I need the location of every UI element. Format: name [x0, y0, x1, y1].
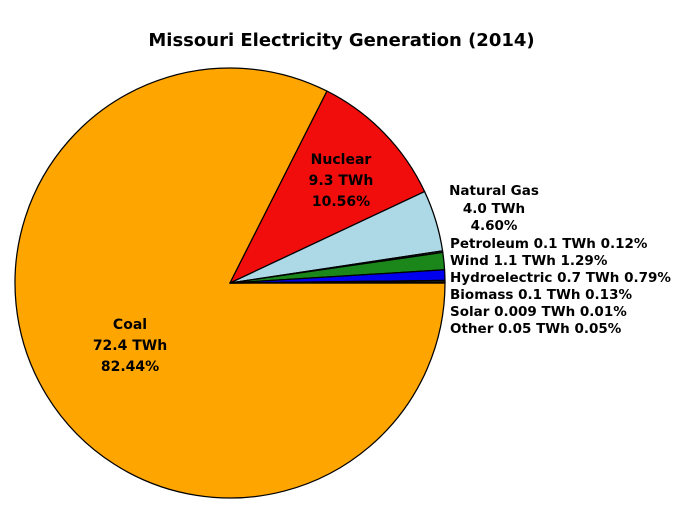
coal-value: 72.4 TWh [92, 338, 168, 354]
coal-name: Coal [112, 317, 148, 333]
label-biomass: Biomass 0.1 TWh 0.13% [450, 287, 632, 303]
pie-slice-nuclear [229, 90, 426, 284]
nuclear-value: 9.3 TWh [308, 173, 374, 189]
label-other: Other 0.05 TWh 0.05% [450, 321, 622, 337]
label-solar: Solar 0.009 TWh 0.01% [450, 304, 627, 320]
label-wind: Wind 1.1 TWh 1.29% [450, 253, 608, 269]
label-petroleum: Petroleum 0.1 TWh 0.12% [450, 236, 648, 252]
natural-gas-percent: 4.60% [470, 218, 518, 234]
nuclear-name: Nuclear [310, 152, 372, 168]
label-natural-gas: Natural Gas 4.0 TWh 4.60% [424, 183, 564, 236]
nuclear-percent: 10.56% [311, 194, 371, 210]
label-nuclear: Nuclear 9.3 TWh 10.56% [271, 150, 411, 213]
label-coal: Coal 72.4 TWh 82.44% [50, 315, 210, 378]
coal-percent: 82.44% [100, 359, 160, 375]
chart-title: Missouri Electricity Generation (2014) [148, 30, 535, 51]
label-hydroelectric: Hydroelectric 0.7 TWh 0.79% [450, 270, 671, 286]
natural-gas-value: 4.0 TWh [462, 200, 526, 217]
natural-gas-name: Natural Gas [449, 183, 539, 199]
pie-slice-other [229, 281, 446, 284]
